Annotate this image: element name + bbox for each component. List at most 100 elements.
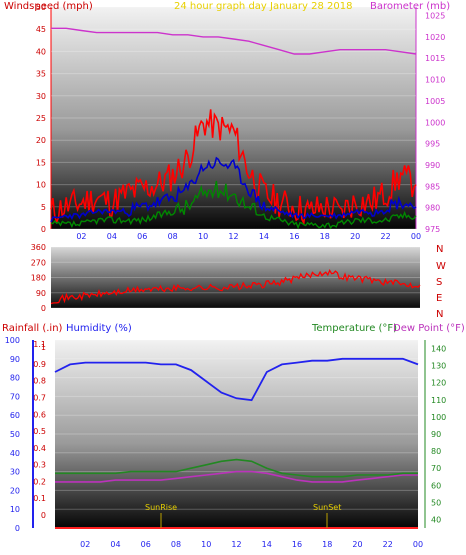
bottom-x-tick: 20	[352, 540, 362, 549]
compass-label: W	[436, 261, 446, 272]
temperature-tick: 80	[431, 447, 441, 456]
windspeed-tick: 20	[36, 136, 46, 145]
barometer-tick: 990	[425, 161, 440, 170]
barometer-tick: 985	[425, 182, 440, 191]
graph-date-title: 24 hour graph day January 28 2018	[174, 1, 352, 12]
temperature-title: Temperature (°F)	[311, 323, 397, 334]
humidity-tick: 100	[5, 336, 20, 345]
top-series	[50, 27, 417, 230]
barometer-tick: 1005	[425, 97, 445, 106]
rainfall-tick: 1.1	[33, 340, 46, 349]
windspeed-tick: 45	[36, 25, 46, 34]
wind-average-line	[50, 156, 417, 223]
direction-tick: 360	[31, 243, 46, 252]
windspeed-tick: 10	[36, 181, 46, 190]
rainfall-tick: 0.1	[33, 494, 46, 503]
direction-tick: 180	[31, 274, 46, 283]
temperature-tick: 40	[431, 515, 441, 524]
barometer-title: Barometer (mb)	[370, 1, 450, 12]
rainfall-tick: 0.5	[33, 427, 46, 436]
top-left-tick-labels: 0 5 10 15 20 25 30 35 40 45 50	[36, 3, 46, 234]
rainfall-tick: 0.6	[33, 410, 46, 419]
bottom-x-tick: 14	[262, 540, 272, 549]
top-plot-area	[51, 7, 416, 229]
bottom-plot-area	[55, 340, 418, 528]
temperature-tick: 130	[431, 362, 446, 371]
top-x-tick: 20	[350, 232, 360, 241]
top-x-tick: 04	[107, 232, 117, 241]
humidity-tick-labels: 0 10 20 30 40 50 60 70 80 90 100	[5, 336, 20, 533]
bottom-series	[54, 357, 419, 483]
rainfall-tick: 1	[41, 343, 46, 352]
humidity-tick: 10	[10, 505, 20, 514]
bottom-x-tick-labels: 02 04 06 08 10 12 14 16 18 20 22 00	[80, 540, 423, 549]
direction-plot-area	[51, 247, 420, 308]
windspeed-tick: 5	[41, 203, 46, 212]
rainfall-tick: 0.8	[33, 377, 46, 386]
top-x-tick: 10	[198, 232, 208, 241]
temperature-tick-labels: 40 50 60 70 80 90 100 110 120 130 140	[431, 345, 446, 525]
top-right-tick-labels: 975 980 985 990 995 1000 1005 1010 1015 1020 1025	[425, 12, 445, 234]
rainfall-tick: 0	[41, 511, 46, 520]
rainfall-tick: 0.7	[33, 394, 46, 403]
dewpoint-title: Dew Point (°F)	[393, 323, 465, 334]
windspeed-tick: 35	[36, 70, 46, 79]
wind-gust-line	[50, 109, 417, 226]
temperature-tick: 120	[431, 379, 446, 388]
direction-tick-labels: 0 90 180 270 360	[31, 243, 46, 313]
direction-tick: 270	[31, 258, 46, 267]
barometer-tick: 980	[425, 204, 440, 213]
windspeed-tick: 0	[41, 225, 46, 234]
temperature-tick: 90	[431, 430, 441, 439]
direction-tick: 0	[41, 304, 46, 313]
windspeed-tick: 15	[36, 158, 46, 167]
temperature-tick: 70	[431, 464, 441, 473]
windspeed-tick: 25	[36, 114, 46, 123]
windspeed-tick: 30	[36, 92, 46, 101]
sunset-label: SunSet	[313, 503, 341, 512]
top-grid	[51, 6, 416, 230]
barometer-tick: 975	[425, 225, 440, 234]
barometer-tick: 1000	[425, 118, 445, 127]
bottom-x-tick: 16	[292, 540, 302, 549]
barometer-tick: 1015	[425, 54, 445, 63]
barometer-tick: 1020	[425, 33, 445, 42]
windspeed-tick: 40	[36, 47, 46, 56]
top-x-tick: 22	[380, 232, 390, 241]
top-x-tick: 16	[289, 232, 299, 241]
rainfall-tick-labels: 0 0.1 0.2 0.3 0.4 0.5 0.6 0.7 0.8 0.9 11.1	[33, 340, 46, 520]
bottom-x-tick: 06	[141, 540, 151, 549]
barometer-tick: 1010	[425, 76, 445, 85]
bottom-x-tick: 04	[110, 540, 120, 549]
humidity-tick: 80	[10, 374, 20, 383]
top-x-tick: 06	[137, 232, 147, 241]
humidity-tick: 90	[10, 355, 20, 364]
compass-label: N	[436, 309, 443, 320]
bottom-x-tick: 22	[383, 540, 393, 549]
windspeed-title: Windspeed (mph)	[4, 1, 93, 12]
top-x-tick: 18	[320, 232, 330, 241]
barometer-line	[51, 27, 417, 55]
bottom-x-tick: 18	[322, 540, 332, 549]
bottom-x-tick: 12	[231, 540, 241, 549]
bottom-x-tick: 00	[413, 540, 423, 549]
windspeed-tick: 50	[36, 3, 46, 12]
bottom-x-tick: 08	[171, 540, 181, 549]
sunrise-label: SunRise	[145, 503, 177, 512]
humidity-title: Humidity (%)	[66, 323, 132, 334]
direction-series	[50, 268, 421, 305]
barometer-tick: 1025	[425, 12, 445, 21]
humidity-tick: 20	[10, 486, 20, 495]
rainfall-tick: 0.2	[33, 477, 46, 486]
humidity-tick: 0	[15, 524, 20, 533]
humidity-tick: 30	[10, 468, 20, 477]
direction-tick: 90	[36, 289, 46, 298]
humidity-tick: 50	[10, 430, 20, 439]
humidity-tick: 70	[10, 392, 20, 401]
rainfall-tick: 0.4	[33, 444, 46, 453]
top-x-tick: 00	[411, 232, 421, 241]
bottom-chart: 0 0.1 0.2 0.3 0.4 0.5 0.6 0.7 0.8 0.9 11.1 0 10 20 30…	[2, 323, 465, 549]
top-x-tick: 08	[168, 232, 178, 241]
